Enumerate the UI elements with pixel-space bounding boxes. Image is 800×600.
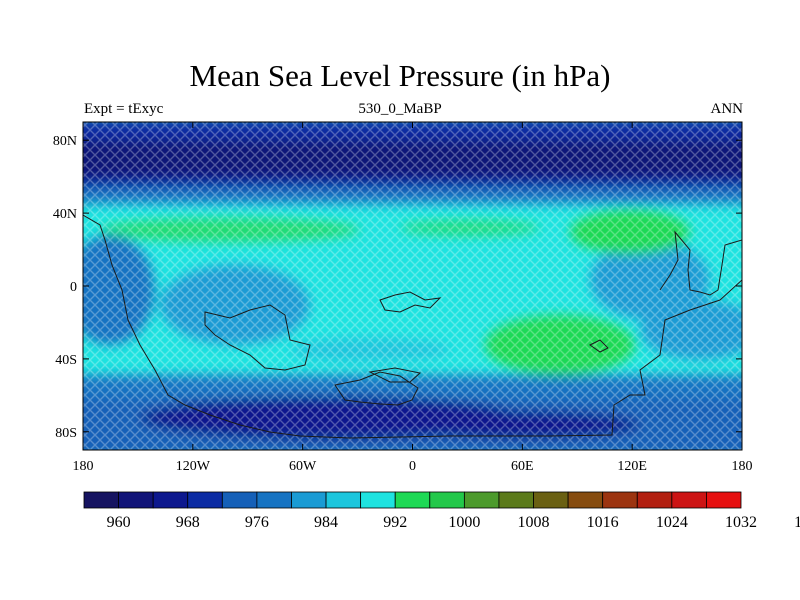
- map-area: [83, 122, 742, 450]
- colorbar-swatch: [706, 491, 742, 509]
- colorbar-labels: 960 968 976 984 992 1000 1008 1016 1024 1032 1040: [107, 514, 800, 531]
- colorbar-swatch: [463, 491, 500, 509]
- y-tick-label: 80S: [55, 426, 77, 441]
- y-tick-label: 80N: [53, 134, 77, 149]
- y-tick-label: 0: [70, 280, 77, 295]
- x-tick-label: 60W: [289, 459, 317, 474]
- colorbar-swatch: [394, 491, 431, 509]
- x-tick-label: 60E: [511, 459, 534, 474]
- colorbar-swatch: [533, 491, 569, 509]
- plot-title: Mean Sea Level Pressure (in hPa): [189, 58, 611, 93]
- colorbar-swatch: [221, 491, 258, 509]
- x-tick-label: 120E: [617, 459, 647, 474]
- colorbar-label: 992: [383, 514, 407, 531]
- x-tick-label: 180: [73, 459, 94, 474]
- colorbar-swatch: [325, 491, 362, 509]
- colorbar-label: 1024: [656, 514, 688, 531]
- colorbar-label: 984: [314, 514, 338, 531]
- colorbar-swatch: [291, 491, 327, 509]
- colorbar-swatch: [567, 491, 604, 509]
- colorbar-swatch: [602, 491, 638, 509]
- season-label: ANN: [710, 101, 744, 117]
- colorbar-swatch: [152, 491, 189, 509]
- x-tick-label: 180: [732, 459, 753, 474]
- colorbar-swatch: [429, 491, 465, 509]
- colorbar-label: 1000: [448, 514, 480, 531]
- time-label: 530_0_MaBP: [358, 101, 442, 117]
- longitude-axis: 180 120W 60W 0 60E 120E 180: [73, 122, 753, 474]
- colorbar-label: 976: [245, 514, 269, 531]
- y-tick-label: 40S: [55, 353, 77, 368]
- colorbar-swatch: [498, 491, 534, 509]
- colorbar-label: 1040: [794, 514, 800, 531]
- colorbar: [83, 491, 742, 509]
- latitude-axis: 80N 40N 0 40S 80S: [53, 134, 742, 441]
- colorbar-label: 1032: [725, 514, 757, 531]
- coastlines: [83, 214, 742, 439]
- colorbar-label: 1016: [587, 514, 619, 531]
- colorbar-swatch: [671, 491, 707, 509]
- y-tick-label: 40N: [53, 207, 77, 222]
- colorbar-label: 968: [176, 514, 200, 531]
- colorbar-swatch: [360, 491, 396, 509]
- colorbar-label: 960: [107, 514, 131, 531]
- hatching-overlay: [83, 122, 742, 450]
- colorbar-label: 1008: [518, 514, 550, 531]
- colorbar-swatch: [187, 491, 223, 509]
- colorbar-swatch: [256, 491, 292, 509]
- colorbar-swatch: [636, 491, 673, 509]
- colorbar-swatch: [118, 491, 154, 509]
- experiment-label: Expt = tExyc: [84, 101, 164, 117]
- x-tick-label: 120W: [176, 459, 211, 474]
- x-tick-label: 0: [409, 459, 416, 474]
- colorbar-swatch: [83, 491, 119, 509]
